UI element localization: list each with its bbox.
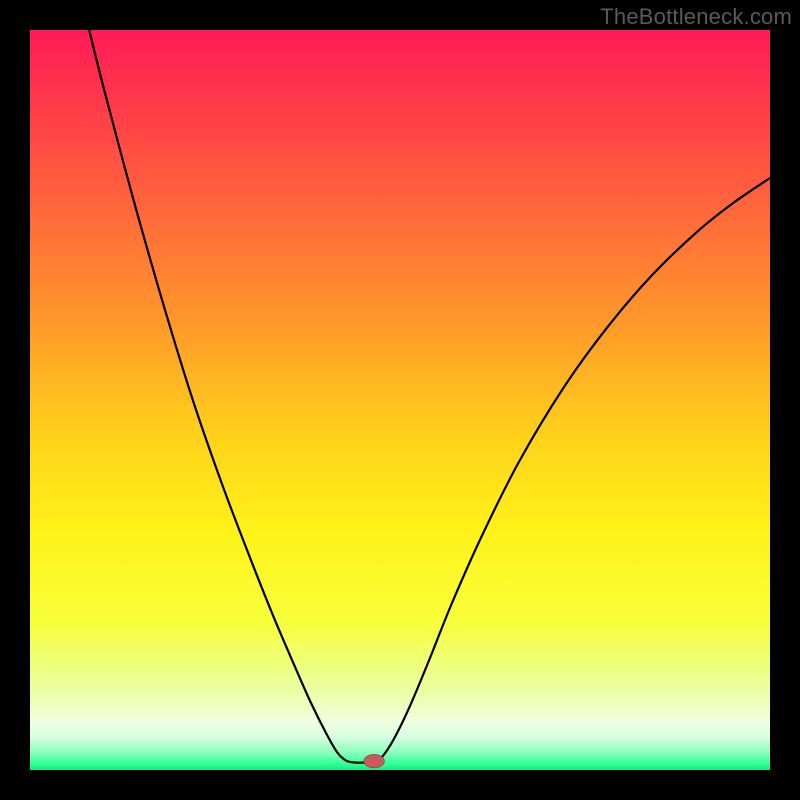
- bottleneck-chart: [0, 0, 800, 800]
- chart-frame: { "watermark": "TheBottleneck.com", "cha…: [0, 0, 800, 800]
- watermark-text: TheBottleneck.com: [600, 0, 800, 32]
- plot-background: [30, 30, 770, 770]
- optimal-point-marker: [364, 754, 385, 767]
